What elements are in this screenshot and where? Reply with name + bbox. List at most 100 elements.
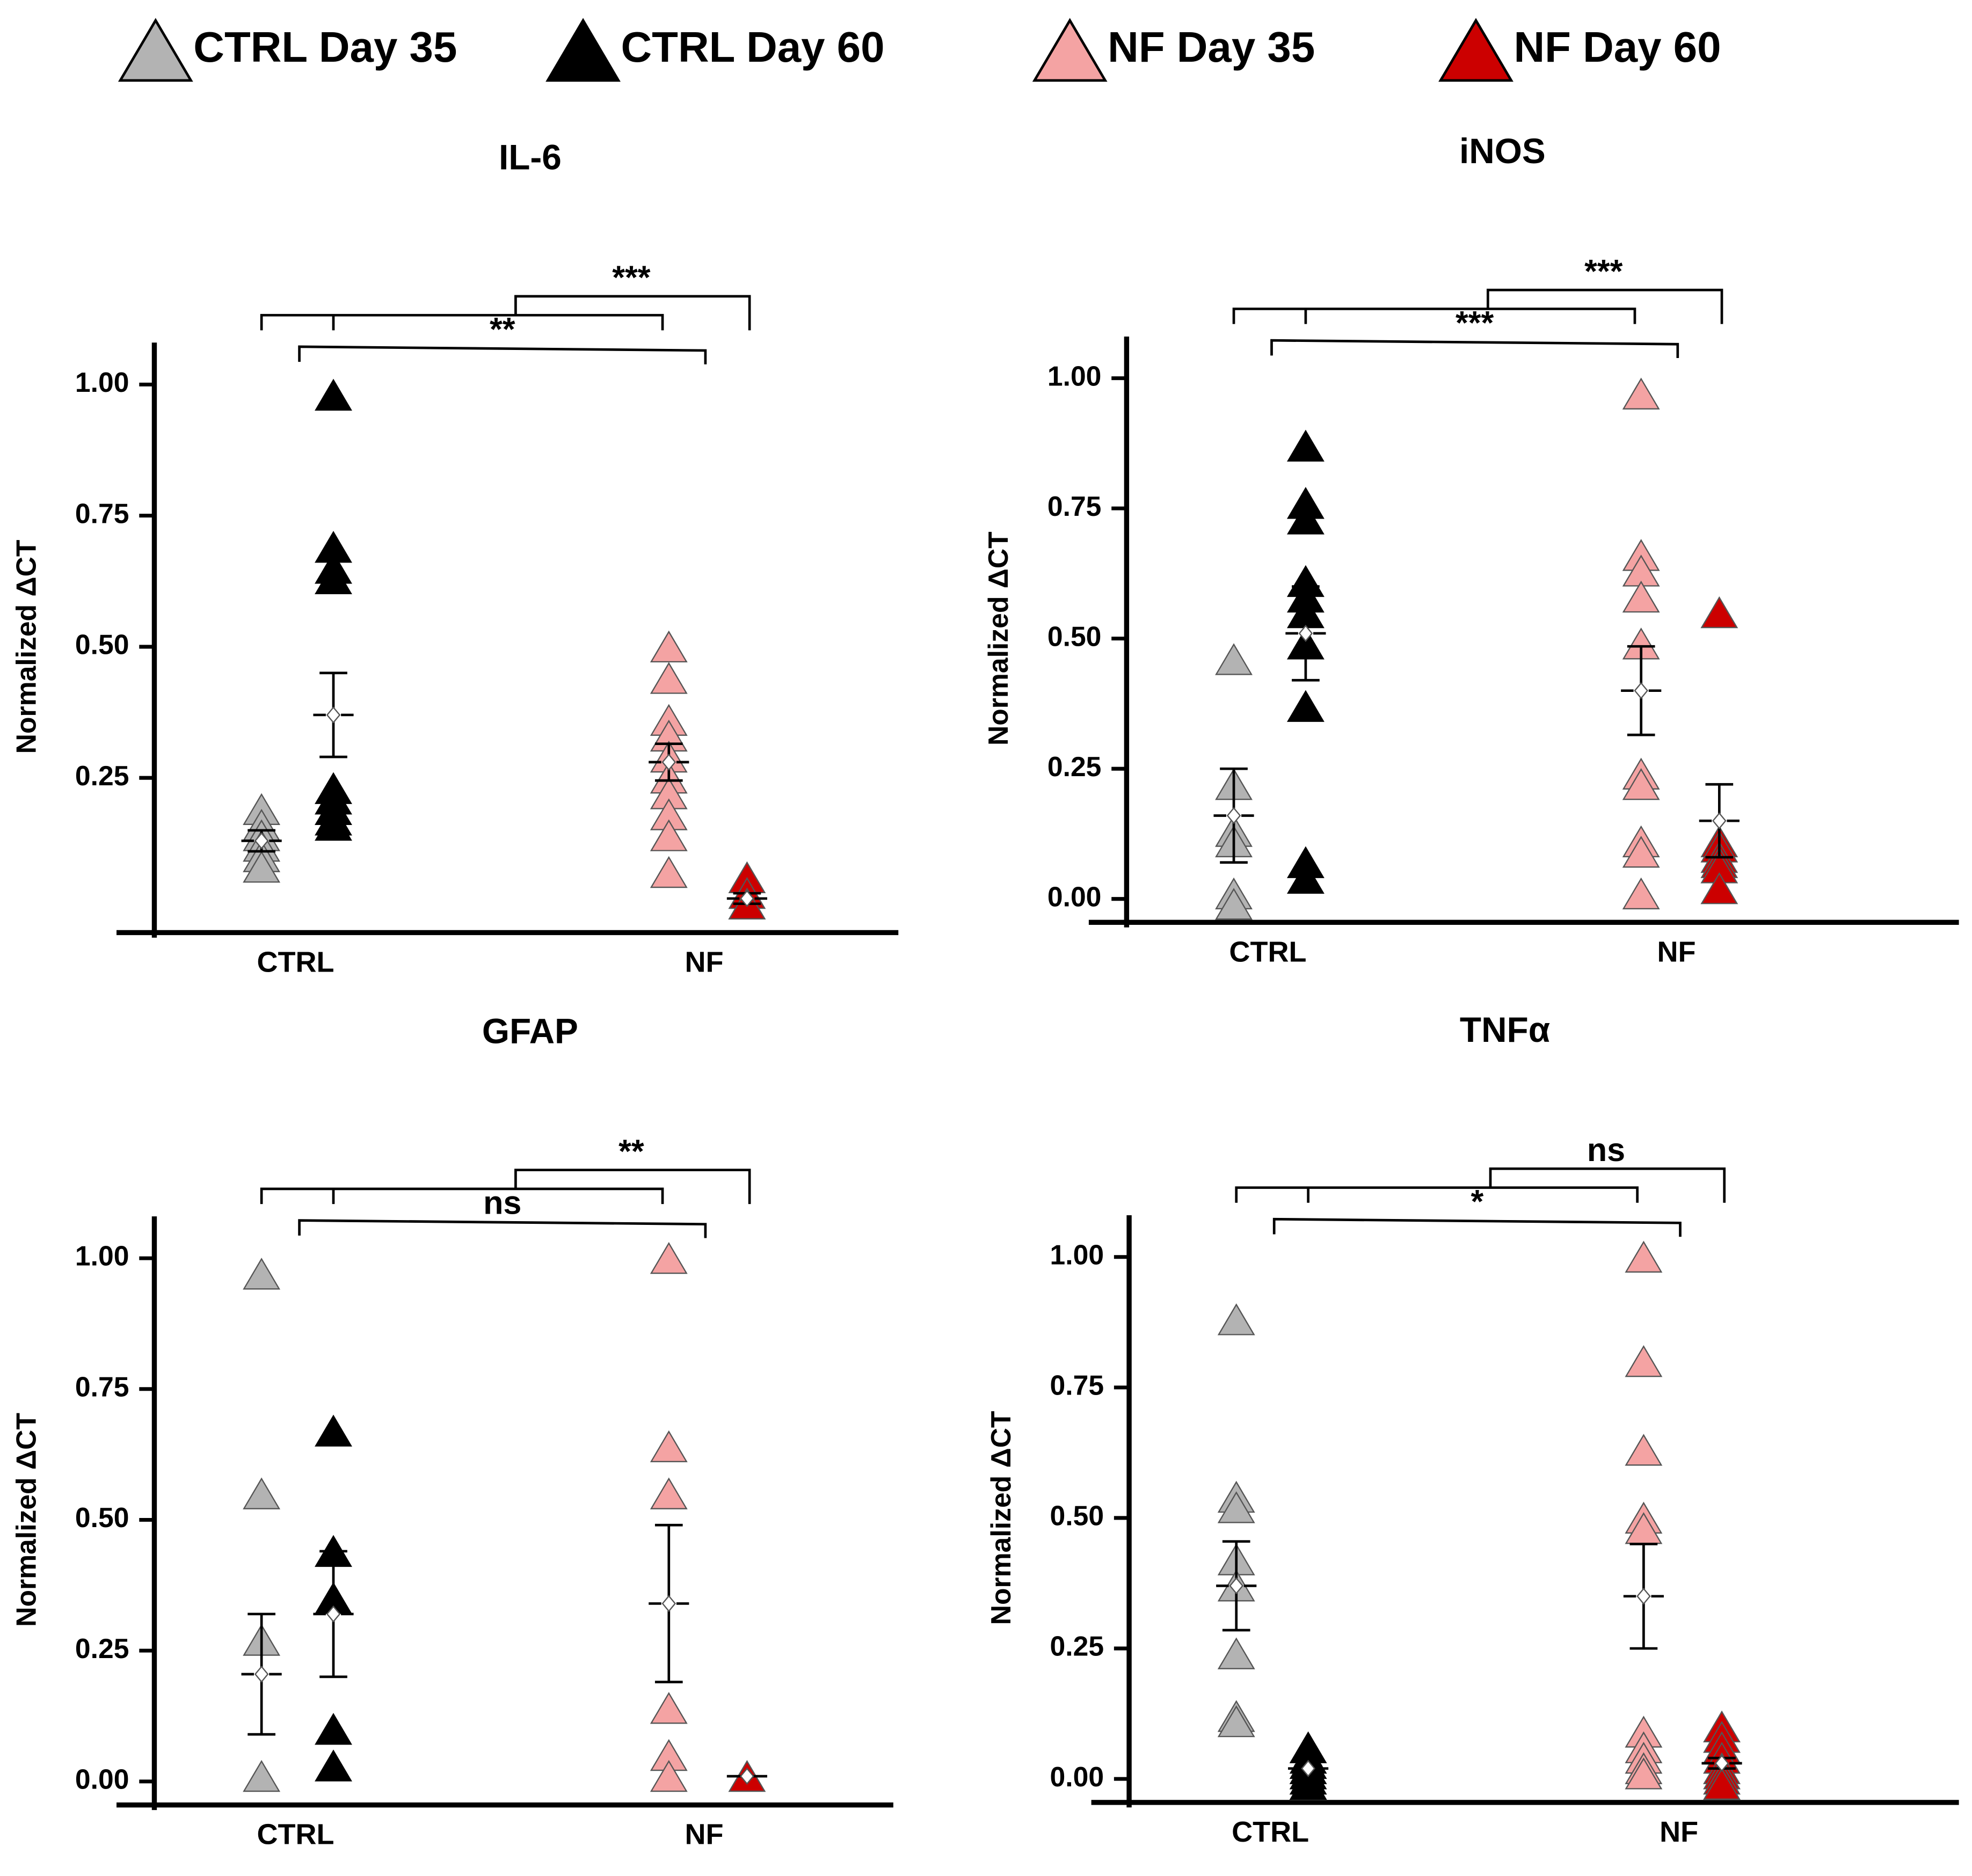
data-point: [1286, 429, 1325, 462]
data-point: [1217, 1491, 1255, 1523]
mean-marker: [1298, 625, 1313, 642]
significance-label: ***: [1456, 304, 1494, 341]
data-point: [650, 630, 688, 663]
x-tick-label: CTRL: [257, 946, 334, 978]
y-tick-label: 0.75: [1047, 491, 1102, 522]
x-tick-label: CTRL: [257, 1819, 334, 1851]
mean-marker: [1634, 682, 1648, 699]
x-tick-label: CTRL: [1229, 936, 1306, 968]
data-point: [243, 851, 281, 883]
data-point: [650, 1692, 688, 1724]
y-axis-label: Normalized ΔCT: [983, 531, 1014, 746]
data-point: [1217, 1303, 1255, 1335]
mean-marker: [1226, 807, 1241, 824]
significance-label: ***: [612, 259, 651, 296]
data-point: [1286, 502, 1325, 535]
chart-title: TNFα: [1460, 1010, 1550, 1049]
mean-marker: [254, 832, 269, 850]
significance-label: ns: [483, 1185, 521, 1221]
mean-marker: [740, 1768, 754, 1785]
y-tick-label: 0.25: [75, 760, 129, 791]
legend-label: CTRL Day 60: [621, 23, 885, 71]
data-point: [1622, 836, 1660, 868]
data-point: [1215, 888, 1253, 920]
significance-bracket: [260, 1169, 751, 1205]
x-tick-label: NF: [685, 1819, 724, 1851]
data-point: [650, 1430, 688, 1463]
data-point: [1700, 872, 1738, 904]
significance-label: ns: [1587, 1132, 1625, 1168]
y-tick-label: 0.50: [1047, 621, 1102, 652]
y-axis-label: Normalized ΔCT: [985, 1411, 1016, 1625]
y-axis-label: Normalized ΔCT: [10, 540, 41, 754]
y-tick-label: 0.75: [75, 498, 129, 529]
data-point: [243, 1477, 281, 1509]
y-tick-label: 0.50: [75, 1502, 129, 1533]
significance-bracket: [1232, 288, 1723, 324]
data-point: [1700, 596, 1738, 629]
data-point: [1289, 1768, 1327, 1800]
data-point: [1625, 1757, 1663, 1790]
x-tick-label: NF: [685, 946, 724, 978]
y-tick-label: 1.00: [75, 1240, 129, 1272]
mean-marker: [1714, 1755, 1729, 1772]
y-tick-label: 0.00: [1050, 1761, 1104, 1792]
y-tick-label: 0.75: [75, 1371, 129, 1402]
mean-marker: [326, 706, 341, 724]
y-tick-label: 1.00: [1050, 1239, 1104, 1270]
y-tick-label: 0.00: [75, 1763, 129, 1794]
data-point: [1215, 643, 1253, 675]
significance-label: **: [618, 1133, 644, 1169]
significance-bracket: [1270, 339, 1679, 359]
data-point: [315, 1414, 352, 1447]
y-axis-label: Normalized ΔCT: [10, 1413, 41, 1627]
data-point: [1703, 1768, 1741, 1800]
data-point: [1622, 377, 1660, 410]
significance-bracket: [1235, 1167, 1726, 1203]
data-point: [243, 1760, 281, 1792]
data-point: [650, 1242, 688, 1274]
data-point: [243, 1258, 281, 1290]
significance-bracket: [298, 1219, 707, 1238]
data-point: [1625, 1345, 1663, 1377]
mean-marker: [740, 890, 754, 907]
data-point: [315, 808, 352, 841]
legend-marker: [545, 18, 621, 82]
data-point: [650, 819, 688, 851]
mean-marker: [1229, 1577, 1244, 1595]
data-point: [650, 1760, 688, 1792]
data-point: [1622, 580, 1660, 613]
x-tick-label: NF: [1660, 1816, 1698, 1848]
data-point: [1625, 1434, 1663, 1466]
y-tick-label: 0.50: [1050, 1500, 1104, 1531]
data-point: [315, 378, 352, 411]
legend-marker: [1438, 18, 1513, 82]
mean-marker: [1636, 1587, 1651, 1605]
data-point: [1217, 1705, 1255, 1738]
chart-title: GFAP: [482, 1011, 578, 1050]
y-tick-label: 0.25: [1050, 1631, 1104, 1662]
data-point: [1286, 862, 1325, 894]
data-point: [315, 1749, 352, 1782]
y-tick-label: 0.25: [75, 1633, 129, 1664]
legend-marker: [1032, 18, 1108, 82]
mean-marker: [254, 1666, 269, 1683]
data-point: [1625, 1240, 1663, 1273]
data-point: [1622, 768, 1660, 800]
significance-label: ***: [1584, 253, 1623, 289]
mean-marker: [1712, 812, 1727, 830]
chart-title: iNOS: [1459, 131, 1546, 171]
y-tick-label: 1.00: [1047, 360, 1102, 391]
legend-label: NF Day 35: [1108, 23, 1315, 71]
significance-label: **: [490, 311, 515, 347]
legend-marker: [118, 18, 193, 82]
significance-bracket: [298, 345, 707, 364]
legend-label: CTRL Day 35: [193, 23, 457, 71]
mean-marker: [661, 1595, 676, 1612]
y-tick-label: 0.75: [1050, 1370, 1104, 1401]
data-point: [650, 856, 688, 888]
y-tick-label: 0.50: [75, 629, 129, 660]
mean-marker: [661, 753, 676, 771]
